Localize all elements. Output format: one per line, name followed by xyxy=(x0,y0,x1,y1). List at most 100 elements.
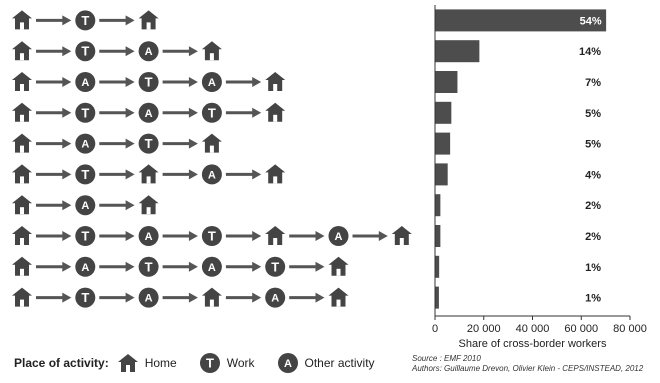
arrow-head xyxy=(252,77,262,87)
trip-chain-row: T xyxy=(12,10,159,31)
bar-value-label: 2% xyxy=(585,200,601,212)
legend-item-work: T Work xyxy=(199,352,255,374)
arrow-head xyxy=(125,200,135,211)
work-icon xyxy=(75,287,96,308)
svg-text:A: A xyxy=(284,358,292,370)
other-activity-icon-letter: A xyxy=(208,262,216,274)
home-door xyxy=(399,238,404,245)
arrow-head xyxy=(125,169,135,180)
other-activity-icon-letter: A xyxy=(208,77,216,89)
work-icon-letter: T xyxy=(81,13,89,28)
work-icon-letter: T xyxy=(145,259,153,274)
trip-chain-chart: 0 20 000 40 000 60 000 80 000 Share of cross-… xyxy=(12,5,647,350)
home-icon xyxy=(265,102,286,122)
home-door xyxy=(273,114,278,122)
work-icon-letter: T xyxy=(81,167,89,182)
bar-value-label: 5% xyxy=(585,139,601,151)
arrow-head xyxy=(252,231,262,241)
home-door xyxy=(146,207,151,215)
arrow-head xyxy=(188,46,198,57)
legend-item-other: A Other activity xyxy=(277,352,375,374)
home-icon xyxy=(12,41,32,61)
work-icon xyxy=(138,133,159,154)
arrow-head xyxy=(62,261,72,272)
home-door xyxy=(20,207,24,215)
home-icon xyxy=(138,164,159,184)
other-activity-icon xyxy=(201,72,222,92)
work-icon-letter: T xyxy=(208,229,216,244)
arrow-head xyxy=(125,261,135,272)
legend: Place of activity: Home T Work A Other a… xyxy=(14,352,397,374)
other-activity-icon xyxy=(75,72,96,92)
arrow-head xyxy=(62,138,72,149)
work-icon: T xyxy=(199,353,220,373)
work-icon xyxy=(138,256,159,277)
home-icon xyxy=(265,226,286,245)
bar xyxy=(435,40,480,63)
bar xyxy=(435,132,451,155)
work-icon-letter: T xyxy=(145,75,153,90)
arrow-head xyxy=(252,107,262,118)
other-activity-icon xyxy=(328,226,349,246)
bar-value-label: 7% xyxy=(585,77,601,89)
bar-value-label: 5% xyxy=(585,108,601,120)
bar xyxy=(435,9,607,32)
arrow-head xyxy=(125,15,135,26)
home-door xyxy=(20,53,24,61)
arrow-head xyxy=(252,292,262,303)
home-icon xyxy=(201,133,222,153)
work-icon-letter: T xyxy=(81,105,89,120)
arrow-head xyxy=(62,107,72,118)
arrow-head xyxy=(125,107,135,118)
work-icon xyxy=(75,226,96,246)
x-tick-label: 0 xyxy=(432,323,438,335)
x-tick-label: 60 000 xyxy=(564,323,598,335)
home-icon xyxy=(201,41,222,61)
home-icon xyxy=(12,195,32,215)
work-icon-letter: T xyxy=(81,229,89,244)
other-activity-icon-letter: A xyxy=(145,293,153,305)
home-door xyxy=(20,22,24,30)
legend-item-home: Home xyxy=(117,353,177,373)
legend-title: Place of activity: xyxy=(14,356,109,370)
home-icon xyxy=(328,256,349,276)
home-icon xyxy=(265,164,286,184)
other-activity-icon xyxy=(138,226,159,246)
other-activity-icon-letter: A xyxy=(81,77,89,89)
other-activity-icon-letter: A xyxy=(81,262,89,274)
work-icon xyxy=(75,10,96,31)
other-activity-icon xyxy=(138,287,159,308)
work-icon-letter: T xyxy=(208,105,216,120)
home-icon xyxy=(12,164,32,184)
bar xyxy=(435,255,440,278)
work-icon xyxy=(201,102,222,123)
other-activity-icon-letter: A xyxy=(145,46,153,58)
arrow-head xyxy=(125,231,135,241)
bar-value-label: 54% xyxy=(580,15,602,27)
home-icon xyxy=(201,287,222,307)
x-tick-label: 40 000 xyxy=(516,323,550,335)
bar xyxy=(435,286,439,309)
arrow-head xyxy=(378,231,388,241)
x-tick-label: 80 000 xyxy=(613,323,647,335)
arrow-head xyxy=(62,200,72,211)
bar-value-label: 4% xyxy=(585,169,601,181)
other-activity-icon xyxy=(201,164,222,185)
home-door xyxy=(273,176,278,184)
arrow-head xyxy=(188,169,198,180)
home-door xyxy=(20,114,24,122)
home-icon xyxy=(12,10,32,30)
home-icon xyxy=(12,133,32,153)
bar-value-label: 1% xyxy=(585,262,601,274)
work-icon xyxy=(138,72,159,92)
home-icon xyxy=(12,226,32,245)
home-door xyxy=(336,268,341,276)
home-icon xyxy=(12,72,32,91)
arrow-head xyxy=(62,15,72,26)
work-icon xyxy=(75,102,96,123)
work-icon xyxy=(75,41,96,62)
legend-label-work: Work xyxy=(226,356,255,370)
